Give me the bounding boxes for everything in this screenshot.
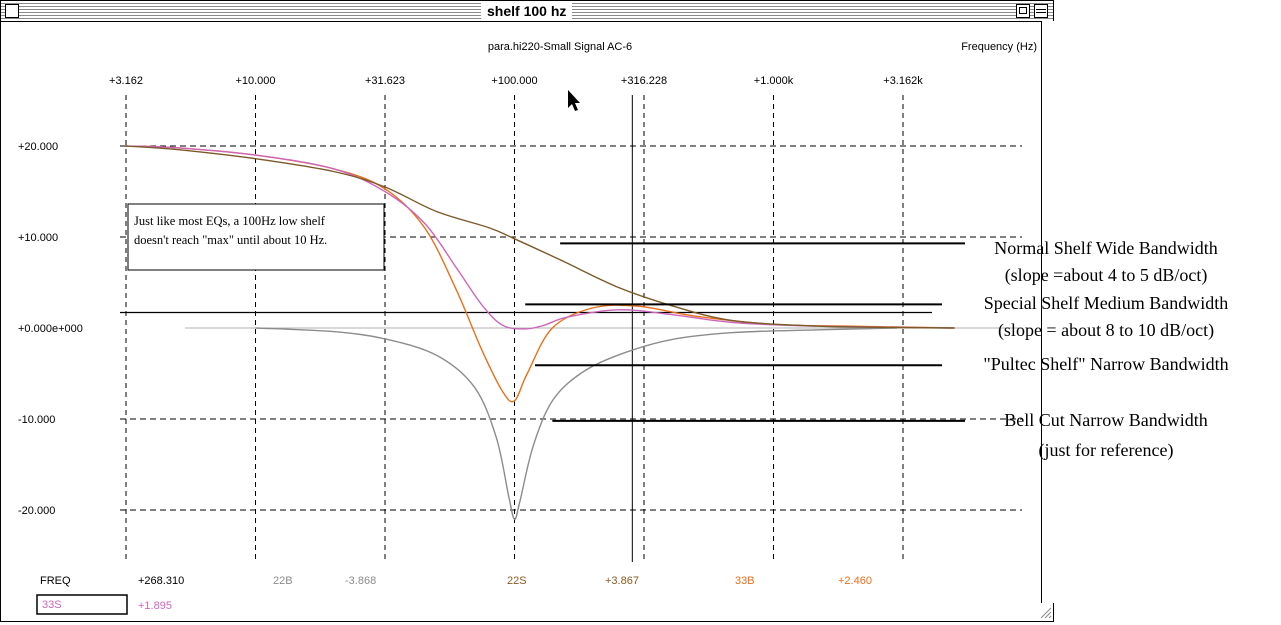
note-box xyxy=(127,203,385,271)
plot-window: shelf 100 hz xyxy=(0,0,1055,622)
annotation-leaders xyxy=(525,242,965,422)
bell-cut-curve xyxy=(255,327,898,520)
footer-readouts: +268.310 22B -3.868 22S +3.867 33B +2.460 xyxy=(138,575,872,587)
annotation-label: (slope = about 8 to 10 dB/oct) xyxy=(998,320,1214,341)
freq-label: FREQ xyxy=(40,575,71,587)
x-tick-label: +3.162 xyxy=(109,75,143,87)
annotation-labels: Normal Shelf Wide Bandwidth (slope =about… xyxy=(983,238,1228,461)
annotation-label: Normal Shelf Wide Bandwidth xyxy=(994,238,1217,258)
footer-readout: 22S xyxy=(507,575,527,587)
close-box-icon[interactable] xyxy=(5,4,19,18)
footer-readout: +268.310 xyxy=(138,575,184,587)
y-tick-label: -20.000 xyxy=(18,505,55,517)
x-axis-title: Frequency (Hz) xyxy=(961,41,1037,53)
x-tick-label: +1.000k xyxy=(754,75,794,87)
note-line-2: doesn't reach "max" until about 10 Hz. xyxy=(134,233,327,247)
zoom-box-icon[interactable] xyxy=(1016,4,1030,18)
y-tick-label: +0.000e+000 xyxy=(18,323,83,335)
x-tick-label: +3.162k xyxy=(883,75,923,87)
resize-grip-icon[interactable] xyxy=(1038,605,1052,619)
x-tick-label: +316.228 xyxy=(621,75,667,87)
footer-readout: +3.867 xyxy=(605,575,639,587)
footer-readout: 33B xyxy=(735,575,755,587)
title-bar[interactable]: shelf 100 hz xyxy=(1,1,1053,22)
annotation-label: Bell Cut Narrow Bandwidth xyxy=(1004,410,1207,430)
special-shelf-curve xyxy=(125,145,955,330)
y-tick-label: +20.000 xyxy=(18,141,58,153)
window-frame-edge xyxy=(1041,21,1055,603)
annotation-label: Special Shelf Medium Bandwidth xyxy=(984,293,1228,313)
footer-readout: 22B xyxy=(273,575,293,587)
note-line-1: Just like most EQs, a 100Hz low shelf xyxy=(134,214,326,228)
x-tick-label: +10.000 xyxy=(235,75,275,87)
normal-shelf-curve xyxy=(125,145,955,329)
x-tick-label: +100.000 xyxy=(491,75,537,87)
pultec-shelf-curve xyxy=(125,145,955,403)
y-tick-labels: +20.000 +10.000 +0.000e+000 -10.000 -20.000 xyxy=(18,141,83,517)
chart-subtitle: para.hi220-Small Signal AC-6 xyxy=(488,41,632,53)
grid xyxy=(120,95,1022,562)
annotation-label: "Pultec Shelf" Narrow Bandwidth xyxy=(983,354,1228,374)
trace-select-value: 33S xyxy=(42,599,62,611)
annotation-label: (slope =about 4 to 5 dB/oct) xyxy=(1005,265,1208,286)
collapse-box-icon[interactable] xyxy=(1034,4,1048,18)
series-lines xyxy=(125,145,955,520)
y-tick-label: +10.000 xyxy=(18,232,58,244)
x-tick-labels: +3.162 +10.000 +31.623 +100.000 +316.228 +1.0… xyxy=(109,75,923,87)
y-tick-label: -10.000 xyxy=(18,414,55,426)
x-tick-label: +31.623 xyxy=(365,75,405,87)
window-title: shelf 100 hz xyxy=(481,2,573,20)
mouse-pointer-icon xyxy=(568,90,580,111)
footer-readout: +2.460 xyxy=(838,575,872,587)
trace-select-readout: +1.895 xyxy=(138,600,172,612)
trace-select-box[interactable] xyxy=(36,594,128,615)
annotation-label: (just for reference) xyxy=(1039,440,1174,461)
footer-readout: -3.868 xyxy=(345,575,376,587)
